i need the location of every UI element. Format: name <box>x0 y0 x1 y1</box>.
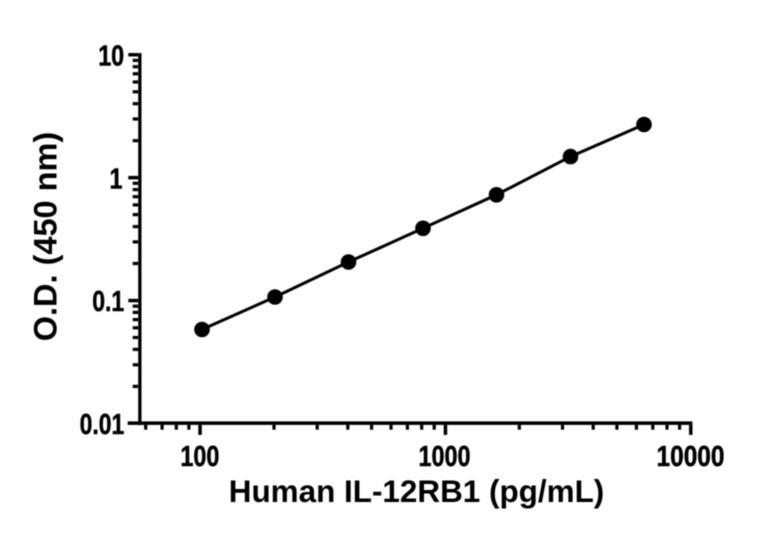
svg-text:10000: 10000 <box>657 441 725 473</box>
svg-text:Human IL-12RB1 (pg/mL): Human IL-12RB1 (pg/mL) <box>229 474 605 509</box>
svg-text:0.1: 0.1 <box>92 286 124 318</box>
svg-text:10: 10 <box>98 41 124 73</box>
svg-text:1000: 1000 <box>419 441 471 473</box>
svg-text:100: 100 <box>180 441 219 473</box>
svg-text:0.01: 0.01 <box>80 409 125 441</box>
svg-text:O.D. (450 nm): O.D. (450 nm) <box>28 132 64 342</box>
svg-text:1: 1 <box>110 163 123 195</box>
